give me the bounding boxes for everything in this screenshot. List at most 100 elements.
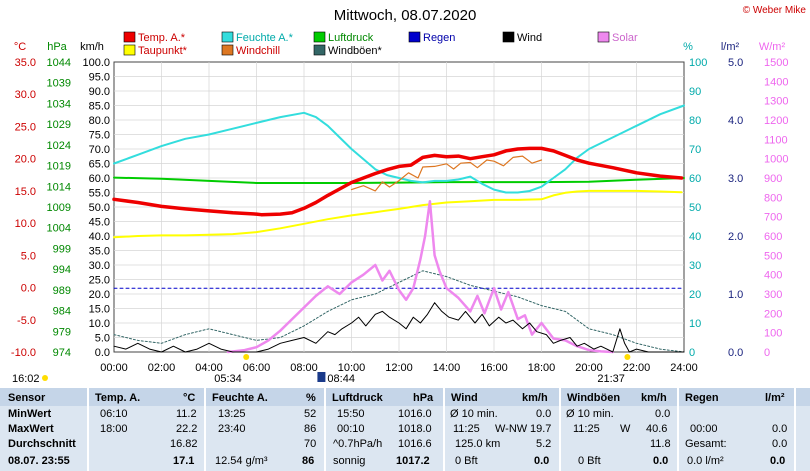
solar-axis-tick-7: 800	[764, 192, 782, 204]
sun-markers: 05:34 21:37 08:44 16:02	[12, 354, 631, 385]
row-label-min: MinWert	[8, 408, 52, 420]
solar-axis-tick-12: 300	[764, 289, 782, 301]
wind-axis-tick-5: 75.0	[89, 130, 110, 142]
current-wind-value: 0.0	[534, 455, 550, 467]
axes: 35.0 30.0 25.0 20.0 15.0 10.0 5.0 0.0 -5.0 -10.0 1…	[11, 57, 789, 374]
pressure-axis-tick-8: 1004	[47, 223, 71, 235]
min-pressure-time: 15:50	[337, 408, 365, 420]
sunrise-time: 05:34	[214, 373, 242, 385]
chart-title: Mittwoch, 08.07.2020	[334, 7, 477, 24]
x-tick-7: 14:00	[433, 362, 461, 374]
temp-axis-tick-0: 35.0	[15, 57, 36, 69]
min-gust-value: 0.0	[655, 408, 671, 420]
max-gust-time: 11:25	[573, 423, 600, 435]
x-tick-1: 02:00	[148, 362, 176, 374]
x-tick-8: 16:00	[480, 362, 508, 374]
pressure-axis-tick-1: 1039	[47, 78, 71, 90]
legend-swatch-3	[408, 31, 421, 43]
row-label-current: 08.07. 23:55	[8, 455, 70, 467]
pressure-axis-tick-4: 1024	[47, 140, 71, 152]
wind-axis-tick-12: 40.0	[89, 231, 110, 243]
humidity-axis-unit: %	[683, 41, 693, 53]
humidity-axis-tick-7: 30	[689, 260, 701, 272]
wind-axis-tick-4: 80.0	[89, 115, 110, 127]
weather-chart: Mittwoch, 08.07.2020 © Weber Mike Temp. …	[11, 5, 807, 385]
pressure-axis-tick-11: 989	[53, 285, 71, 297]
avg-wind-distance: 125.0 km	[455, 438, 501, 450]
current-weather-trend: sonnig	[333, 455, 366, 467]
pressure-axis-tick-0: 1044	[47, 57, 71, 69]
legend-swatch-6	[123, 44, 136, 56]
solar-axis-tick-9: 600	[764, 231, 782, 243]
wind-axis-tick-13: 35.0	[89, 246, 110, 258]
max-wind-time: 11:25	[453, 423, 480, 435]
pressure-axis-tick-3: 1029	[47, 119, 71, 131]
humidity-axis-tick-6: 40	[689, 231, 701, 243]
solar-axis-tick-6: 900	[764, 173, 782, 185]
solar-axis-tick-8: 700	[764, 212, 782, 224]
legend-label-3: Regen	[423, 32, 455, 44]
humidity-axis-tick-4: 60	[689, 173, 701, 185]
avg-pressure-note: ^0.7hPa/h	[333, 438, 383, 450]
avg-rain-label: Gesamt:	[685, 438, 727, 450]
rain-axis-tick-3: 2.0	[728, 231, 743, 243]
avg-temp-value: 16.82	[170, 438, 198, 450]
x-tick-0: 00:00	[100, 362, 128, 374]
humidity-axis-tick-2: 80	[689, 115, 701, 127]
wind-axis-tick-3: 85.0	[89, 101, 110, 113]
credit-label: © Weber Mike	[743, 5, 807, 16]
current-gust-bft: 0 Bft	[578, 455, 601, 467]
wind-axis-tick-15: 25.0	[89, 275, 110, 287]
humidity-axis-tick-10: 0	[689, 347, 695, 359]
legend-label-4: Wind	[517, 32, 542, 44]
x-tick-5: 10:00	[338, 362, 366, 374]
sunrise-marker	[243, 354, 250, 360]
grid	[114, 62, 684, 352]
header-humidity: Feuchte A.	[212, 392, 268, 404]
sunset-time: 21:37	[597, 373, 625, 385]
pressure-axis-tick-5: 1019	[47, 161, 71, 173]
header-sensor: Sensor	[8, 392, 46, 404]
x-tick-12: 24:00	[670, 362, 698, 374]
solar-axis-tick-10: 500	[764, 250, 782, 262]
row-label-average: Durchschnitt	[8, 438, 76, 450]
x-tick-9: 18:00	[528, 362, 556, 374]
wind-axis-tick-14: 30.0	[89, 260, 110, 272]
max-temp-value: 22.2	[176, 423, 198, 435]
series-feuchte-a	[113, 104, 685, 194]
pressure-axis-tick-2: 1034	[47, 98, 71, 110]
table-background	[0, 388, 810, 471]
pressure-axis-tick-12: 984	[53, 306, 71, 318]
wind-axis-tick-8: 60.0	[89, 173, 110, 185]
wind-axis-tick-19: 5.0	[95, 333, 110, 345]
legend-label-5: Solar	[612, 32, 638, 44]
rain-axis-tick-4: 1.0	[728, 289, 743, 301]
wind-axis-tick-1: 95.0	[89, 72, 110, 84]
header-gust: Windböen	[567, 392, 621, 404]
pressure-axis-tick-13: 979	[53, 326, 71, 338]
max-gust-direction: W	[620, 423, 631, 435]
wind-axis-unit: km/h	[80, 41, 104, 53]
header-humidity-unit: %	[306, 392, 316, 404]
avg-rain-value: 0.0	[772, 438, 788, 450]
statistics-table: Sensor Temp. A. °C Feuchte A. % Luftdruc…	[0, 388, 810, 471]
legend-label-0: Temp. A.*	[138, 32, 186, 44]
wind-axis-tick-16: 20.0	[89, 289, 110, 301]
min-pressure-value: 1016.0	[398, 408, 432, 420]
current-gust-value: 0.0	[653, 455, 669, 467]
header-rain-unit: l/m²	[765, 392, 785, 404]
humidity-axis-tick-9: 10	[689, 318, 701, 330]
row-label-max: MaxWert	[8, 423, 54, 435]
max-wind-value: 19.7	[530, 423, 552, 435]
solar-axis-tick-4: 1100	[764, 134, 788, 146]
max-pressure-time: 00:10	[337, 423, 365, 435]
temp-axis-tick-9: -10.0	[11, 347, 36, 359]
max-rain-value: 0.0	[772, 423, 788, 435]
x-tick-10: 20:00	[575, 362, 603, 374]
min-temp-time: 06:10	[100, 408, 128, 420]
temp-axis-tick-7: 0.0	[21, 283, 36, 295]
avg-gust-value: 11.8	[650, 438, 671, 450]
header-wind: Wind	[451, 392, 478, 404]
solar-axis-tick-15: 0	[764, 347, 770, 359]
